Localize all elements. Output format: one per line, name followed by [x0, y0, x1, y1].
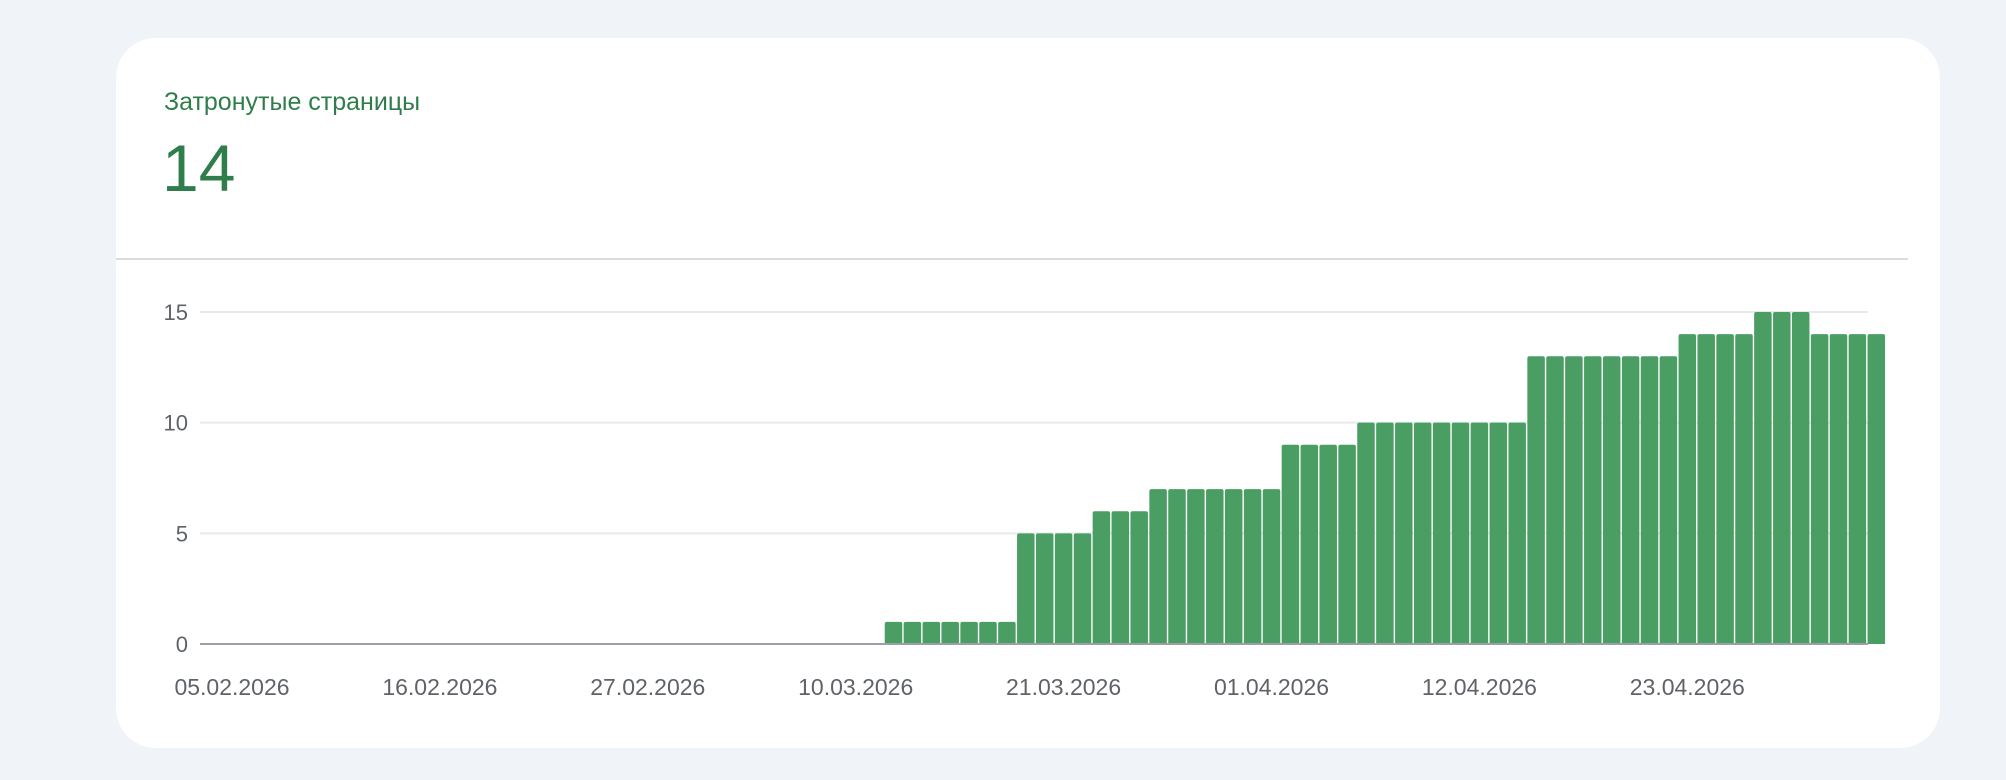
x-tick-label: 16.02.2026	[382, 674, 497, 700]
y-tick-label: 0	[176, 632, 188, 657]
bar[interactable]	[1187, 489, 1205, 644]
bar[interactable]	[1867, 334, 1886, 644]
bar[interactable]	[1716, 334, 1734, 644]
bar[interactable]	[1035, 533, 1054, 644]
bar[interactable]	[1508, 422, 1526, 644]
bar[interactable]	[1829, 334, 1848, 644]
bar[interactable]	[941, 621, 959, 644]
bar[interactable]	[1659, 356, 1678, 644]
bar[interactable]	[1470, 422, 1489, 644]
bar[interactable]	[1149, 489, 1167, 644]
x-tick-label: 12.04.2026	[1422, 674, 1537, 700]
bar[interactable]	[1073, 533, 1092, 644]
bar[interactable]	[1338, 444, 1356, 644]
x-tick-label: 01.04.2026	[1214, 674, 1329, 700]
bar[interactable]	[1262, 489, 1281, 644]
bar[interactable]	[1432, 422, 1451, 644]
bar[interactable]	[1357, 422, 1375, 644]
bar[interactable]	[1678, 334, 1697, 644]
bar[interactable]	[1489, 422, 1508, 644]
bar[interactable]	[1621, 356, 1640, 644]
bar[interactable]	[1848, 334, 1867, 644]
x-tick-label: 21.03.2026	[1006, 674, 1121, 700]
bar[interactable]	[884, 621, 903, 644]
bar[interactable]	[1451, 422, 1470, 644]
bar[interactable]	[922, 621, 941, 644]
bar[interactable]	[1791, 312, 1810, 644]
bar[interactable]	[1773, 312, 1791, 644]
bar[interactable]	[1206, 489, 1224, 644]
bar[interactable]	[1754, 312, 1772, 644]
bar[interactable]	[1395, 422, 1413, 644]
bar[interactable]	[1281, 444, 1300, 644]
bar[interactable]	[1735, 334, 1753, 644]
bar[interactable]	[979, 621, 997, 644]
bar[interactable]	[1810, 334, 1829, 644]
y-tick-label: 5	[176, 521, 188, 546]
bar[interactable]	[1602, 356, 1621, 644]
bar[interactable]	[1130, 511, 1148, 644]
summary-label: Затронутые страницы	[164, 88, 421, 116]
bar[interactable]	[1413, 422, 1432, 644]
bar[interactable]	[960, 621, 978, 644]
bar[interactable]	[1319, 444, 1337, 644]
y-tick-label: 15	[164, 300, 188, 325]
bar[interactable]	[1054, 533, 1073, 644]
x-tick-label: 05.02.2026	[174, 674, 289, 700]
bars-layer	[884, 312, 1886, 644]
divider	[116, 258, 1908, 260]
axis-layer: 0 5 10 15 05.02.2026 16.02.2026 27.02.2026 10.0…	[164, 300, 1868, 700]
bar[interactable]	[903, 621, 922, 644]
bar[interactable]	[1224, 489, 1243, 644]
y-tick-label: 10	[164, 411, 188, 436]
x-tick-label: 10.03.2026	[798, 674, 913, 700]
bar[interactable]	[1092, 511, 1111, 644]
bar[interactable]	[1640, 356, 1659, 644]
bar[interactable]	[1111, 511, 1130, 644]
bar[interactable]	[1300, 444, 1319, 644]
bar[interactable]	[1546, 356, 1564, 644]
x-tick-label: 23.04.2026	[1630, 674, 1745, 700]
bar[interactable]	[1584, 356, 1602, 644]
bar[interactable]	[998, 621, 1016, 644]
bar[interactable]	[1527, 356, 1545, 644]
bar[interactable]	[1376, 422, 1394, 644]
bar[interactable]	[1697, 334, 1715, 644]
bar[interactable]	[1565, 356, 1583, 644]
bar[interactable]	[1168, 489, 1186, 644]
summary-value: 14	[162, 131, 236, 205]
bar[interactable]	[1243, 489, 1262, 644]
bar[interactable]	[1017, 533, 1035, 644]
x-tick-label: 27.02.2026	[590, 674, 705, 700]
